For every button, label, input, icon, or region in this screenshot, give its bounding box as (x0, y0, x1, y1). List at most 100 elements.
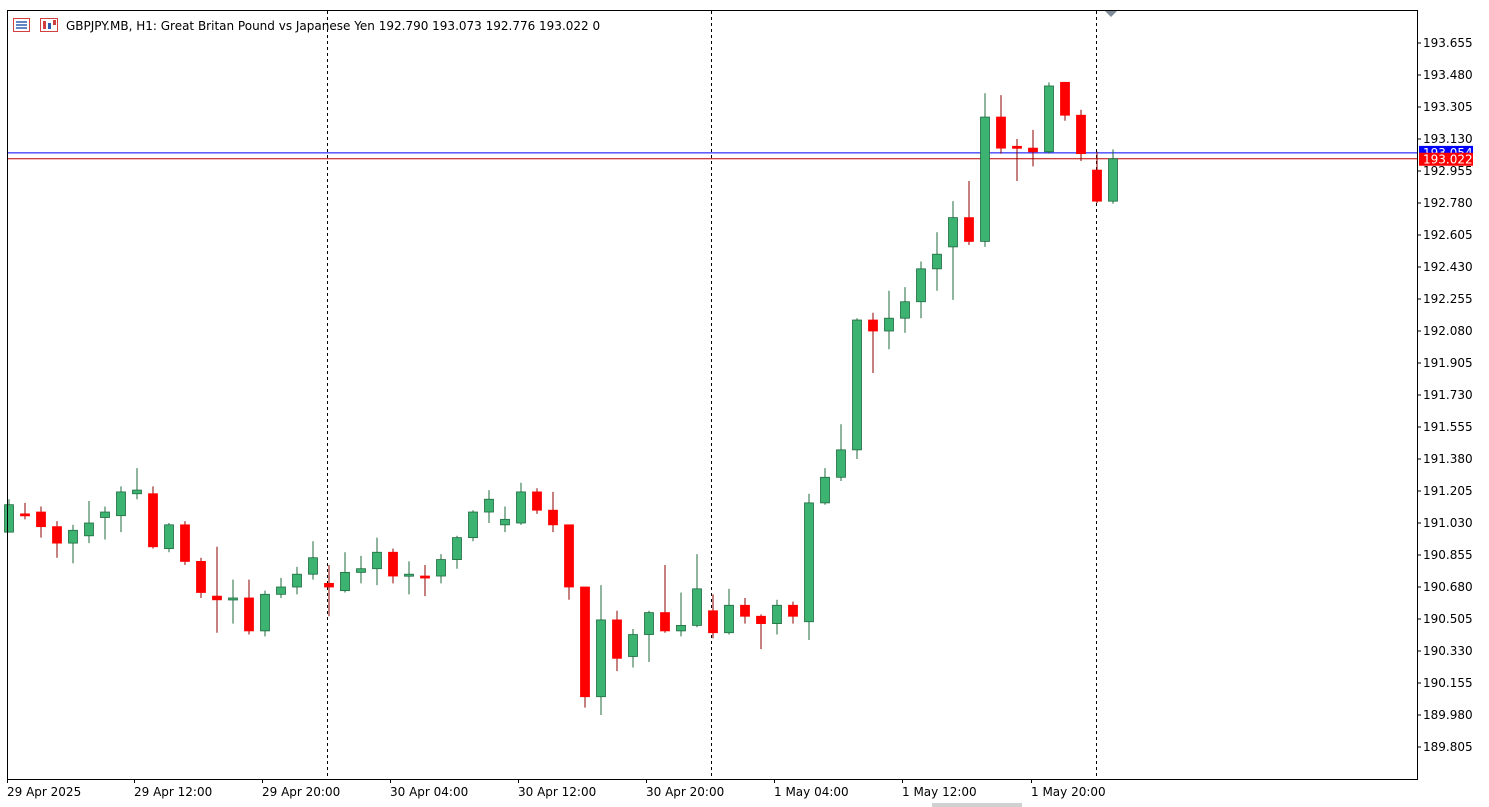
price-tick-label: 189.980 (1423, 708, 1473, 722)
price-tick-label: 189.805 (1423, 740, 1473, 754)
candle-body (116, 491, 126, 517)
candle (852, 318, 862, 459)
price-tick-label: 192.780 (1423, 196, 1473, 210)
candle (52, 521, 62, 558)
candle-body (628, 634, 638, 657)
candle (1076, 109, 1086, 161)
candle-body (36, 511, 46, 528)
price-tick-label: 193.480 (1423, 68, 1473, 82)
candle (932, 232, 942, 291)
candle (532, 488, 542, 514)
candle-body (868, 319, 878, 332)
candle (1012, 139, 1022, 182)
candle-body (1108, 158, 1118, 202)
candle-body (164, 524, 174, 549)
candle-body (452, 537, 462, 560)
candle-body (740, 604, 750, 617)
candle (660, 565, 670, 633)
candle-body (948, 217, 958, 248)
candle-body (340, 571, 350, 592)
price-tick-label: 192.430 (1423, 260, 1473, 274)
price-tick-label: 190.155 (1423, 676, 1473, 690)
candle (756, 614, 766, 650)
price-tick-label: 191.380 (1423, 452, 1473, 466)
candle (324, 565, 334, 617)
candle (548, 491, 558, 533)
price-tick-label: 191.030 (1423, 516, 1473, 530)
candle-body (932, 253, 942, 270)
candle-body (516, 491, 526, 524)
candle (244, 579, 254, 635)
candle-body (580, 586, 590, 698)
candle (740, 597, 750, 624)
price-tick-label: 193.130 (1423, 132, 1473, 146)
candle-body (212, 595, 222, 601)
time-tick-label: 1 May 04:00 (774, 785, 849, 799)
candle (1044, 82, 1054, 154)
price-tick-label: 191.205 (1423, 484, 1473, 498)
price-tick-label: 192.605 (1423, 228, 1473, 242)
candle (996, 95, 1006, 154)
candle (900, 287, 910, 333)
candle-body (772, 604, 782, 624)
candle (964, 181, 974, 246)
candle (68, 524, 78, 564)
candle (308, 541, 318, 580)
candle (644, 610, 654, 662)
candle (228, 579, 238, 624)
candle-body (292, 573, 302, 588)
time-tick-label: 30 Apr 20:00 (646, 785, 724, 799)
candle-body (148, 493, 158, 548)
session-separators (327, 11, 1097, 779)
candle (1060, 81, 1070, 121)
candle (1108, 149, 1118, 204)
candle-body (388, 551, 398, 577)
time-tick-label: 30 Apr 12:00 (518, 785, 596, 799)
candle-body (52, 526, 62, 544)
candle-chart-icon[interactable] (40, 18, 58, 32)
chart-list-icon[interactable] (13, 18, 30, 32)
candle (180, 521, 190, 566)
candle (580, 586, 590, 708)
price-axis[interactable]: 193.655 193.480 193.305 193.130 192.955 192.7… (1417, 36, 1473, 754)
candle-body (836, 449, 846, 478)
candle-body (804, 502, 814, 623)
candle (596, 585, 606, 715)
time-tick-label: 29 Apr 12:00 (134, 785, 212, 799)
candle-body (420, 575, 430, 579)
time-tick-label: 30 Apr 04:00 (390, 785, 468, 799)
price-tick-label: 193.655 (1423, 36, 1473, 50)
candle (292, 566, 302, 595)
candle-body (404, 573, 414, 577)
time-tick-label: 29 Apr 20:00 (262, 785, 340, 799)
candle-body (564, 524, 574, 588)
candle (388, 548, 398, 584)
candle-body (1060, 81, 1070, 116)
chart-shift-marker-icon[interactable] (1105, 11, 1117, 17)
candle-body (468, 511, 478, 539)
candle (788, 601, 798, 624)
candle-body (644, 612, 654, 635)
candle-body (132, 489, 142, 495)
candle (20, 502, 30, 520)
candle-body (996, 116, 1006, 149)
candle (1092, 151, 1102, 203)
time-axis[interactable]: 29 Apr 2025 29 Apr 12:00 29 Apr 20:00 30 Ap… (7, 779, 1106, 799)
symbol-header: GBPJPY.MB, H1: Great Britan Pound vs Jap… (66, 19, 600, 33)
candle-body (1076, 114, 1086, 155)
candle-body (660, 612, 670, 632)
chart-header: GBPJPY.MB, H1: Great Britan Pound vs Jap… (13, 18, 600, 33)
candle-body (532, 491, 542, 511)
candle (868, 312, 878, 374)
candle-body (980, 116, 990, 242)
candle-body (244, 597, 254, 632)
candle (916, 261, 926, 319)
scroll-marker[interactable] (932, 803, 1022, 807)
candle-body (692, 588, 702, 626)
candle-body (308, 557, 318, 575)
candle (708, 594, 718, 639)
price-tick-label: 193.305 (1423, 100, 1473, 114)
candle (948, 201, 958, 300)
candle (836, 424, 846, 481)
